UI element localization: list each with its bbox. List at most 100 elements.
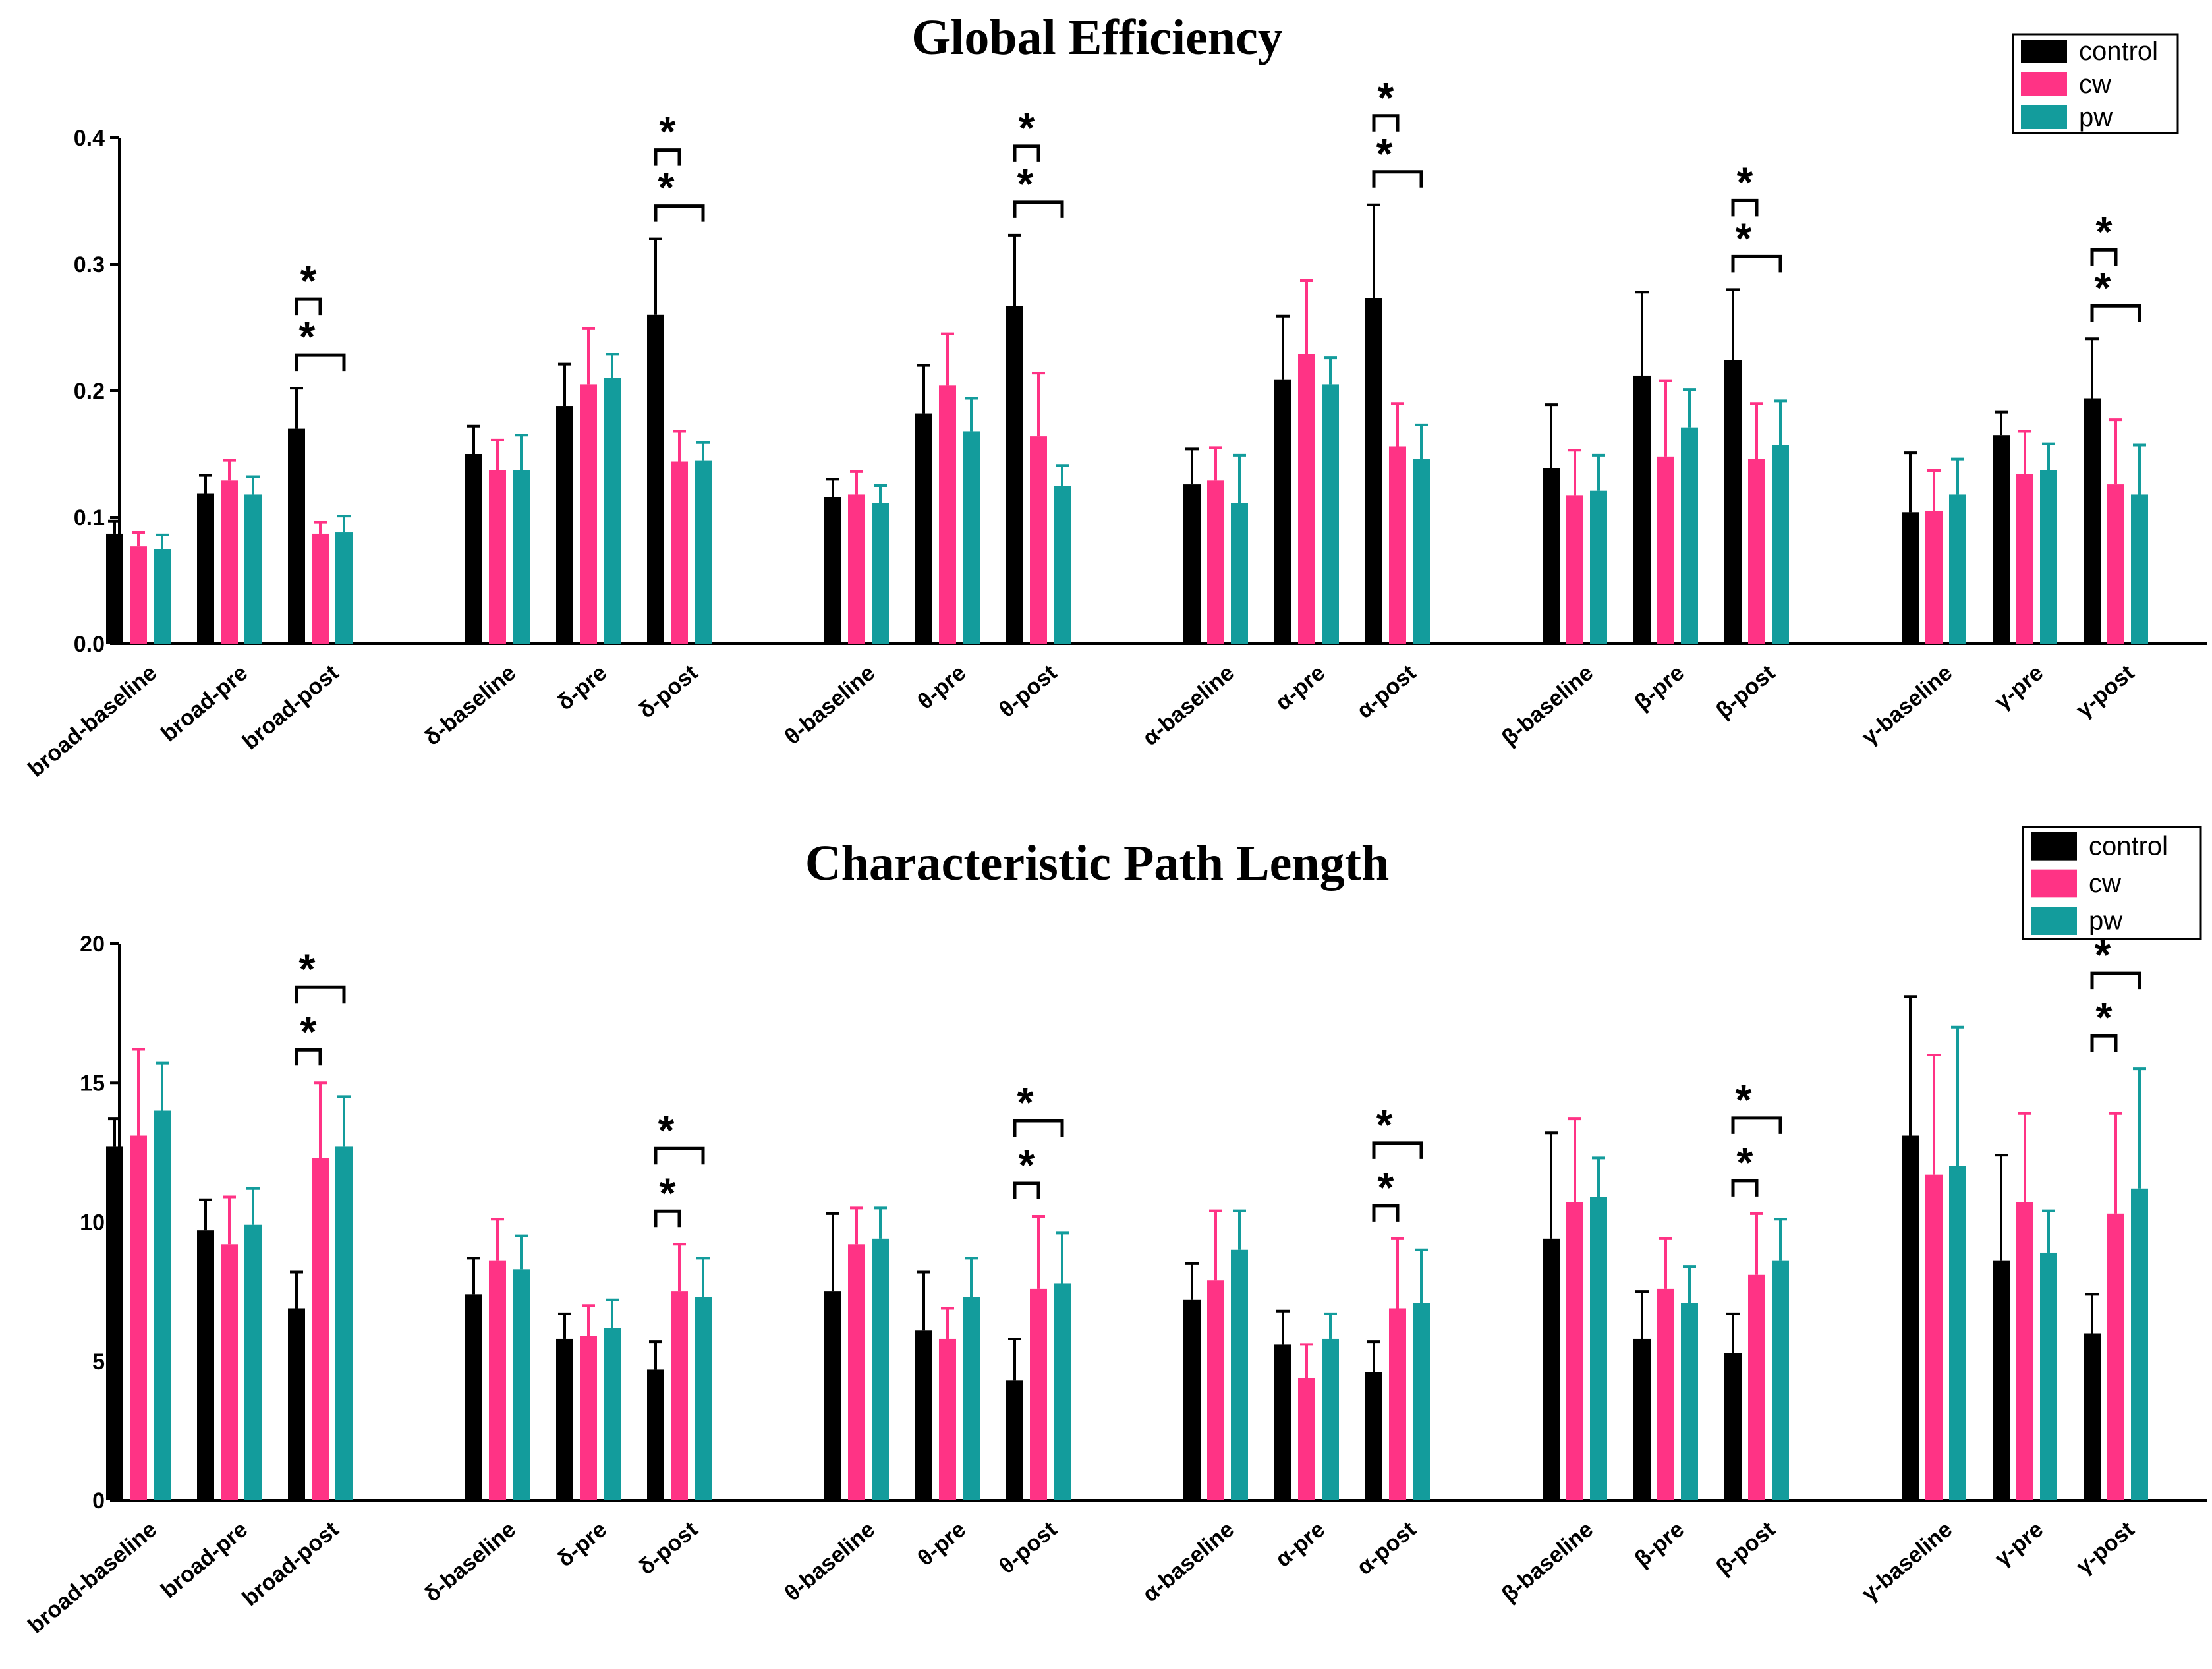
category-label: δ-post (634, 1517, 702, 1580)
category-label: broad-post (238, 1517, 343, 1611)
bar-pw (1681, 1303, 1698, 1500)
category-label: broad-baseline (23, 660, 161, 782)
bar-cw (1030, 436, 1047, 644)
significance-star: * (300, 1007, 317, 1055)
bar-pw (1949, 494, 1966, 644)
bar-control (1365, 298, 1382, 644)
bar-control (1274, 379, 1291, 644)
category-label: broad-post (238, 660, 343, 754)
bar-cw (1030, 1288, 1047, 1500)
bar-pw (1231, 1249, 1248, 1500)
bar-cw (312, 533, 329, 644)
legend-swatch-control (2021, 40, 2067, 63)
category-label: broad-pre (156, 1517, 252, 1603)
category-label: δ-post (634, 660, 702, 723)
significance-star: * (1019, 1141, 1035, 1189)
y-tick-label: 0.2 (74, 379, 105, 404)
significance-star: * (660, 1169, 676, 1216)
bar-control (2084, 1333, 2101, 1500)
bar-cw (1566, 1202, 1583, 1500)
bar-control (1006, 306, 1023, 644)
bar-control (288, 1308, 305, 1500)
legend-label-control: control (2079, 37, 2158, 66)
bar-pw (335, 1146, 353, 1500)
bar-control (824, 1291, 841, 1500)
bar-cw (2107, 484, 2124, 644)
bar-cw (1207, 480, 1224, 644)
bar-pw (1590, 490, 1607, 644)
bar-cw (1657, 456, 1674, 644)
bar-control (1183, 1299, 1201, 1500)
bar-control (1365, 1372, 1382, 1500)
y-tick-label: 15 (80, 1071, 105, 1096)
bar-cw (1925, 1174, 1943, 1500)
legend-label-pw: pw (2089, 907, 2122, 936)
bar-cw (939, 1338, 956, 1500)
category-label: θ-baseline (780, 1517, 880, 1606)
significance-bracket-wide (1372, 1141, 1423, 1159)
bar-cw (1389, 1308, 1406, 1500)
significance-star: * (1019, 104, 1035, 152)
characteristic-path-length-chart: Characteristic Path Length 0 5 10 15 20 broad… (23, 826, 2207, 1639)
bar-cw (1748, 459, 1765, 644)
significance-bracket-wide (2090, 971, 2141, 990)
category-label: δ-pre (553, 1517, 611, 1572)
significance-star: * (658, 164, 675, 212)
bar-pw (1322, 384, 1339, 644)
bar-control (1993, 1260, 2010, 1500)
bar-cw (2016, 1202, 2033, 1500)
category-label: θ-post (994, 1517, 1062, 1579)
bar-control (1993, 435, 2010, 644)
significance-star: * (1017, 1079, 1034, 1126)
bar-pw (1772, 1260, 1789, 1500)
bar-control (556, 1338, 573, 1500)
category-label: β-post (1711, 660, 1780, 723)
bar-pw (872, 503, 889, 644)
bar-control (1183, 484, 1201, 644)
significance-bracket-wide (1013, 200, 1064, 218)
significance-star: * (299, 945, 316, 992)
bar-control (197, 493, 214, 644)
category-label: β-pre (1630, 1517, 1689, 1572)
category-label: α-pre (1270, 660, 1330, 716)
category-label: δ-pre (553, 660, 611, 716)
significance-star: * (299, 313, 316, 360)
significance-bracket-wide (2090, 304, 2141, 322)
bar-cw (130, 546, 147, 644)
bar-cw (580, 1336, 597, 1500)
bar-pw (2131, 1188, 2148, 1500)
bar-control (647, 1369, 664, 1500)
category-label: β-baseline (1497, 660, 1598, 750)
legend-label-pw: pw (2079, 103, 2113, 132)
chart-title: Global Efficiency (911, 10, 1283, 65)
y-tick-label: 0 (92, 1488, 105, 1513)
significance-star: * (1736, 214, 1752, 262)
y-tick-label: 0.3 (74, 252, 105, 277)
legend-label-control: control (2089, 832, 2168, 861)
category-label: β-baseline (1497, 1517, 1598, 1607)
bar-control (1724, 1353, 1742, 1500)
bar-pw (1772, 445, 1789, 644)
bar-cw (1657, 1288, 1674, 1500)
bar-pw (1054, 1283, 1071, 1500)
significance-bracket-wide (1013, 1119, 1064, 1137)
bar-control (556, 406, 573, 644)
category-label: θ-pre (913, 660, 971, 714)
significance-star: * (660, 108, 676, 156)
category-label: γ-baseline (1857, 660, 1957, 750)
significance-bracket-wide (295, 985, 346, 1004)
category-label: γ-post (2072, 660, 2140, 723)
significance-bracket-narrow (295, 1048, 322, 1066)
legend-swatch-pw (2031, 907, 2077, 935)
bar-pw (1590, 1197, 1607, 1500)
bar-control (1633, 1338, 1651, 1500)
category-label: α-post (1352, 1517, 1421, 1580)
category-label: α-post (1352, 660, 1421, 723)
bar-cw (2107, 1213, 2124, 1500)
bar-control (1274, 1344, 1291, 1500)
significance-bracket-narrow (1013, 1181, 1040, 1200)
significance-bracket-wide (295, 353, 346, 372)
bar-control (824, 497, 841, 644)
category-label: α-baseline (1138, 1517, 1239, 1607)
